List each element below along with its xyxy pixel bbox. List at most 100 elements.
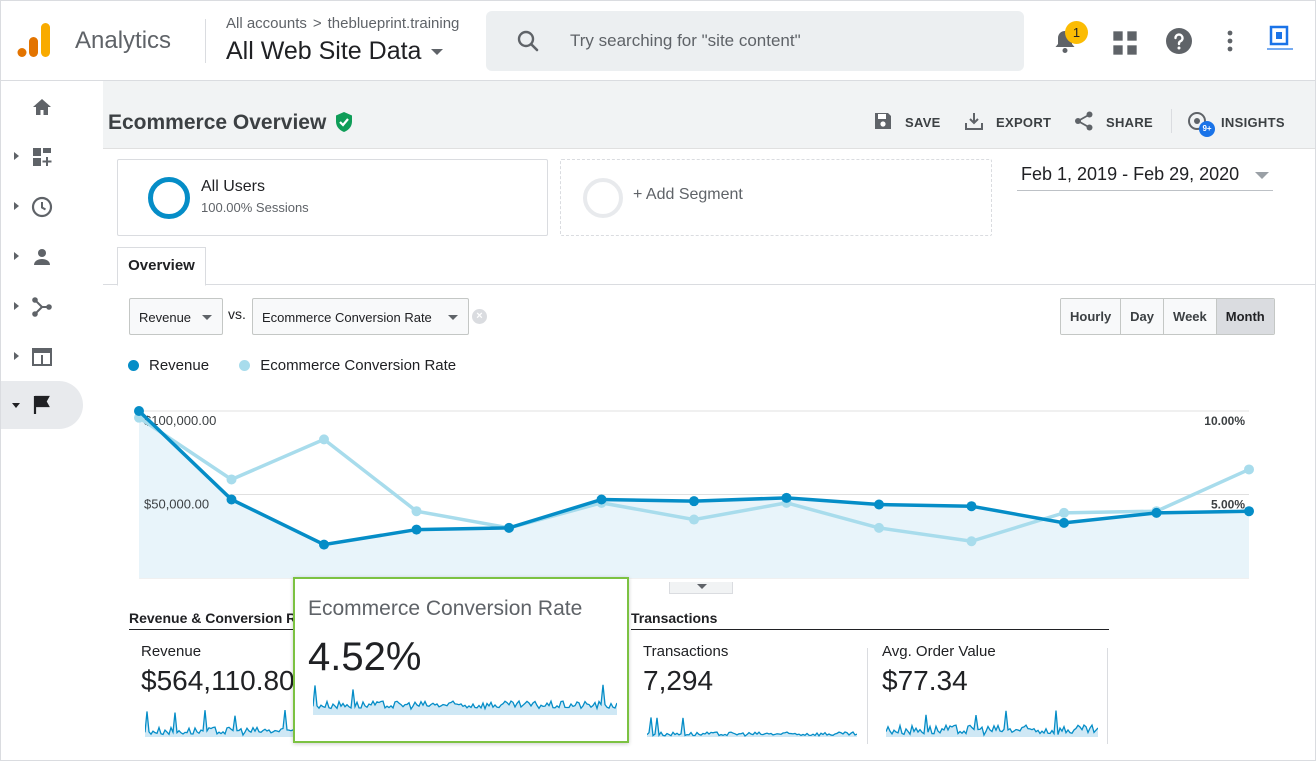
- divider: [1171, 109, 1172, 133]
- revenue-sparkline: [145, 710, 299, 737]
- legend-item-conversion-rate[interactable]: Ecommerce Conversion Rate: [239, 357, 456, 374]
- granularity-hourly[interactable]: Hourly: [1061, 299, 1122, 334]
- segment-color-ring: [148, 177, 190, 219]
- metric1-select[interactable]: Revenue: [129, 298, 223, 335]
- segment-sessions: 100.00% Sessions: [201, 200, 309, 215]
- metric-value: 7,294: [643, 665, 714, 696]
- divider: [1107, 648, 1108, 744]
- nav-home[interactable]: [1, 83, 83, 131]
- tab-overview[interactable]: Overview: [117, 247, 206, 286]
- help-icon[interactable]: [1165, 27, 1193, 55]
- conversion-rate-point: [689, 514, 699, 525]
- conversion-rate-point: [226, 474, 237, 485]
- aov-sparkline: [886, 710, 1098, 737]
- revenue-point: [319, 539, 329, 550]
- add-segment-button[interactable]: + Add Segment: [560, 159, 992, 236]
- metric1-value: Revenue: [139, 310, 192, 325]
- revenue-point: [1151, 507, 1162, 518]
- revenue-point: [966, 501, 977, 512]
- share-label: SHARE: [1106, 115, 1154, 130]
- legend-label: Revenue: [149, 357, 210, 374]
- view-selector[interactable]: All Web Site Data: [226, 37, 444, 66]
- metric2-select[interactable]: Ecommerce Conversion Rate: [252, 298, 469, 335]
- nav-acquisition[interactable]: [1, 283, 83, 331]
- y-tick-left: $50,000.00: [144, 497, 209, 512]
- divider: [205, 19, 206, 63]
- apps-grid-icon[interactable]: [1111, 29, 1139, 57]
- search-bar[interactable]: Try searching for "site content": [486, 11, 1024, 71]
- brand-name: Analytics: [75, 27, 172, 54]
- legend-dot: [239, 359, 251, 371]
- metric-label: Revenue: [141, 643, 202, 660]
- behavior-icon: [32, 348, 52, 366]
- metric-avg-order-value[interactable]: Avg. Order Value $77.34: [870, 643, 1110, 743]
- revenue-point: [411, 524, 422, 535]
- top-bar: Analytics All accounts > theblueprint.trai…: [1, 1, 1315, 81]
- notifications-badge: 1: [1065, 21, 1088, 44]
- expand-arrow-icon: [14, 352, 19, 360]
- y-tick-left: $100,000.00: [144, 413, 216, 428]
- granularity-month[interactable]: Month: [1216, 299, 1274, 334]
- revenue-area: [139, 411, 1249, 578]
- conversion-rate-point: [319, 434, 329, 445]
- metric2-value: Ecommerce Conversion Rate: [262, 310, 432, 325]
- nav-realtime[interactable]: [1, 183, 83, 231]
- analytics-logo-icon[interactable]: [17, 21, 51, 59]
- expand-arrow-icon: [14, 302, 19, 310]
- metric-transactions[interactable]: Transactions 7,294: [631, 643, 861, 743]
- metric-revenue[interactable]: Revenue $564,110.80: [129, 643, 299, 743]
- nav-behavior[interactable]: [1, 333, 83, 381]
- left-nav: [1, 81, 101, 760]
- share-icon: [1075, 111, 1093, 131]
- expand-arrow-icon: [14, 252, 19, 260]
- nav-conversions[interactable]: [1, 381, 83, 429]
- granularity-toggle: Hourly Day Week Month: [1060, 298, 1275, 335]
- sparkline-area: [313, 684, 617, 715]
- y-tick-right: 10.00%: [1204, 414, 1245, 428]
- revenue-point: [226, 494, 237, 505]
- nav-audience[interactable]: [1, 233, 83, 281]
- breadcrumb[interactable]: All accounts > theblueprint.training: [226, 15, 459, 32]
- save-label: SAVE: [905, 115, 941, 130]
- sparkline-line: [886, 710, 1098, 737]
- empty-segment-ring: [583, 178, 623, 218]
- add-segment-label: + Add Segment: [633, 186, 743, 203]
- expand-arrow-icon: [14, 152, 19, 160]
- page-title: Ecommerce Overview: [108, 111, 327, 134]
- report-panel: All Users 100.00% Sessions + Add Segment…: [103, 148, 1315, 760]
- sparkline-area: [647, 717, 857, 737]
- save-icon: [875, 113, 891, 129]
- conversion-rate-point: [966, 536, 977, 547]
- breadcrumb-separator: >: [312, 15, 322, 32]
- dashboard-icon: [33, 148, 52, 166]
- account-avatar-icon[interactable]: [1263, 25, 1297, 53]
- acquisition-icon: [32, 297, 52, 317]
- segment-all-users[interactable]: All Users 100.00% Sessions: [117, 159, 548, 236]
- granularity-day[interactable]: Day: [1121, 299, 1165, 334]
- breadcrumb-root: All accounts: [226, 15, 307, 32]
- date-range-picker[interactable]: Feb 1, 2019 - Feb 29, 2020: [1017, 163, 1273, 191]
- revenue-point: [781, 492, 792, 503]
- insights-label: INSIGHTS: [1221, 115, 1285, 130]
- revenue-point: [1059, 517, 1069, 528]
- granularity-week[interactable]: Week: [1164, 299, 1217, 334]
- tab-bar: Overview: [103, 247, 1315, 286]
- vs-label: vs.: [228, 306, 246, 322]
- metric-value: $77.34: [882, 665, 968, 696]
- more-vert-icon[interactable]: [1216, 27, 1244, 55]
- tooltip-title: Ecommerce Conversion Rate: [308, 597, 583, 620]
- breadcrumb-property: theblueprint.training: [327, 15, 460, 32]
- search-placeholder: Try searching for "site content": [570, 31, 801, 50]
- page-header: Ecommerce Overview SAVE EXPORT SHARE INS…: [103, 81, 1315, 151]
- nav-customization[interactable]: [1, 133, 83, 181]
- chart-collapse-toggle[interactable]: [669, 582, 733, 594]
- sparkline-line: [313, 684, 617, 711]
- section-transactions: Transactions: [631, 610, 1109, 630]
- legend-item-revenue[interactable]: Revenue: [128, 357, 209, 374]
- sparkline-line: [647, 717, 857, 737]
- y-tick-right: 5.00%: [1211, 498, 1245, 512]
- clear-metric-icon[interactable]: ×: [472, 309, 487, 324]
- search-icon: [517, 30, 539, 52]
